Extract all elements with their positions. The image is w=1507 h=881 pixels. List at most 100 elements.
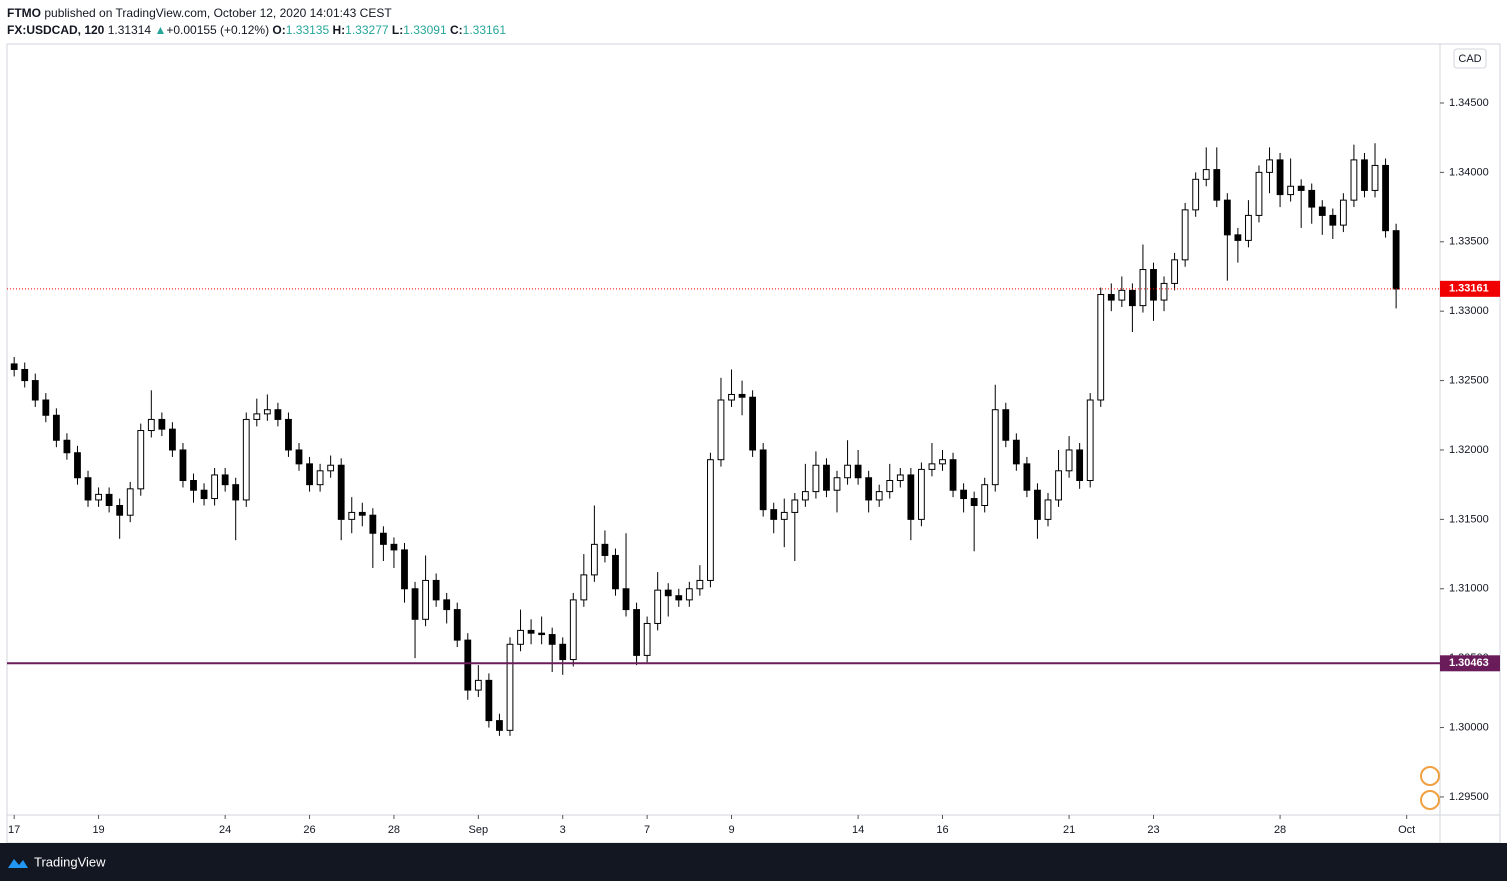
y-tick-label: 1.33000 (1449, 305, 1489, 317)
candle-body (253, 413, 261, 420)
candle-body (601, 543, 609, 556)
candle-body (590, 543, 598, 576)
candle-body (1128, 289, 1136, 307)
header-line: FTMO published on TradingView.com, Octob… (7, 5, 506, 22)
candle-body (95, 493, 102, 501)
candle-body (401, 549, 408, 590)
candle-body (211, 474, 219, 500)
currency-box[interactable] (1453, 48, 1487, 69)
candle-body (31, 380, 39, 401)
candle-body (675, 595, 683, 601)
candle-body (654, 589, 662, 624)
candle-body (1181, 209, 1189, 261)
candle-body (295, 449, 303, 465)
last-price-label: 1.33161 (1449, 283, 1489, 295)
candle-body (664, 589, 672, 597)
candle-body (1297, 185, 1305, 191)
candle-body (1318, 206, 1326, 216)
candle-body (84, 477, 92, 501)
candle-body (200, 489, 208, 500)
candle-body (1308, 189, 1316, 208)
x-tick-label: 23 (1147, 824, 1159, 836)
candle-body (1266, 159, 1273, 173)
candle-body (348, 511, 356, 520)
candle-body (411, 588, 419, 620)
candle-body (1097, 294, 1105, 401)
candle-body (780, 511, 788, 520)
symbol: FX:USDCAD, 120 (7, 23, 105, 37)
candle-body (1223, 199, 1231, 236)
candle-body (21, 368, 29, 382)
candle-body (274, 409, 282, 420)
x-tick-label: 16 (936, 824, 948, 836)
y-tick-label: 1.29500 (1449, 791, 1489, 803)
candle-body (496, 720, 503, 731)
candle-body (1276, 159, 1284, 196)
candle-body (738, 393, 746, 398)
candle-body (896, 474, 904, 482)
x-tick-label: 28 (388, 824, 400, 836)
candle-body (147, 418, 155, 432)
x-tick-label: 9 (728, 824, 734, 836)
candle-body (1002, 409, 1010, 441)
candle-body (1160, 282, 1168, 301)
candle-body (622, 588, 630, 611)
candle-body (306, 463, 313, 486)
candle-body (854, 464, 862, 479)
y-tick-label: 1.32500 (1449, 374, 1489, 386)
currency: CAD (1458, 53, 1481, 65)
candle-body (10, 363, 18, 370)
o-label: O: (272, 23, 286, 37)
candle-body (506, 643, 514, 731)
candle-body (1055, 470, 1062, 501)
candle-body (580, 574, 588, 601)
candle-body (1392, 230, 1400, 290)
candle-body (1076, 449, 1084, 482)
candle-body (717, 399, 725, 461)
candle-body (939, 459, 946, 465)
candle-body (1107, 294, 1115, 301)
c-label: C: (449, 23, 463, 37)
x-tick-label: 7 (644, 824, 650, 836)
candle-body (1382, 164, 1389, 232)
candle-body (1044, 499, 1052, 520)
candle-body (812, 464, 820, 493)
y-tick-label: 1.33500 (1449, 236, 1489, 248)
candle-body (1023, 463, 1031, 491)
candle-body (875, 491, 883, 501)
x-tick-label: 28 (1274, 824, 1286, 836)
candle-body (190, 480, 197, 491)
candle-body (517, 629, 524, 645)
candle-body (759, 449, 767, 511)
brand-logo (8, 859, 28, 868)
candle-body (1192, 178, 1200, 211)
candle-body (633, 609, 640, 656)
footer-bar (0, 843, 1507, 881)
candle-body (158, 418, 166, 430)
x-tick-label: 26 (303, 824, 315, 836)
x-tick-label: 19 (92, 824, 104, 836)
candle-body (1287, 185, 1295, 196)
level-tag (1440, 655, 1500, 672)
event-icon[interactable] (1420, 766, 1440, 786)
candle-body (844, 464, 851, 479)
event-icon[interactable] (1420, 790, 1440, 810)
candle-body (285, 418, 292, 451)
candle-body (527, 629, 535, 634)
candle-body (1139, 269, 1147, 307)
candle-body (960, 489, 968, 500)
candle-body (949, 459, 957, 491)
y-tick-label: 1.30000 (1449, 721, 1489, 733)
candle-body (1086, 399, 1094, 482)
candle-body (1350, 159, 1358, 201)
x-tick-label: 3 (560, 824, 566, 836)
candle-body (970, 498, 978, 506)
candle-body (137, 430, 145, 490)
y-tick-label: 1.31000 (1449, 583, 1489, 595)
l-label: L: (391, 23, 404, 37)
candle-body (1118, 289, 1126, 301)
candle-body (1371, 164, 1379, 191)
candle-body (105, 493, 113, 506)
candle-body (643, 622, 651, 656)
